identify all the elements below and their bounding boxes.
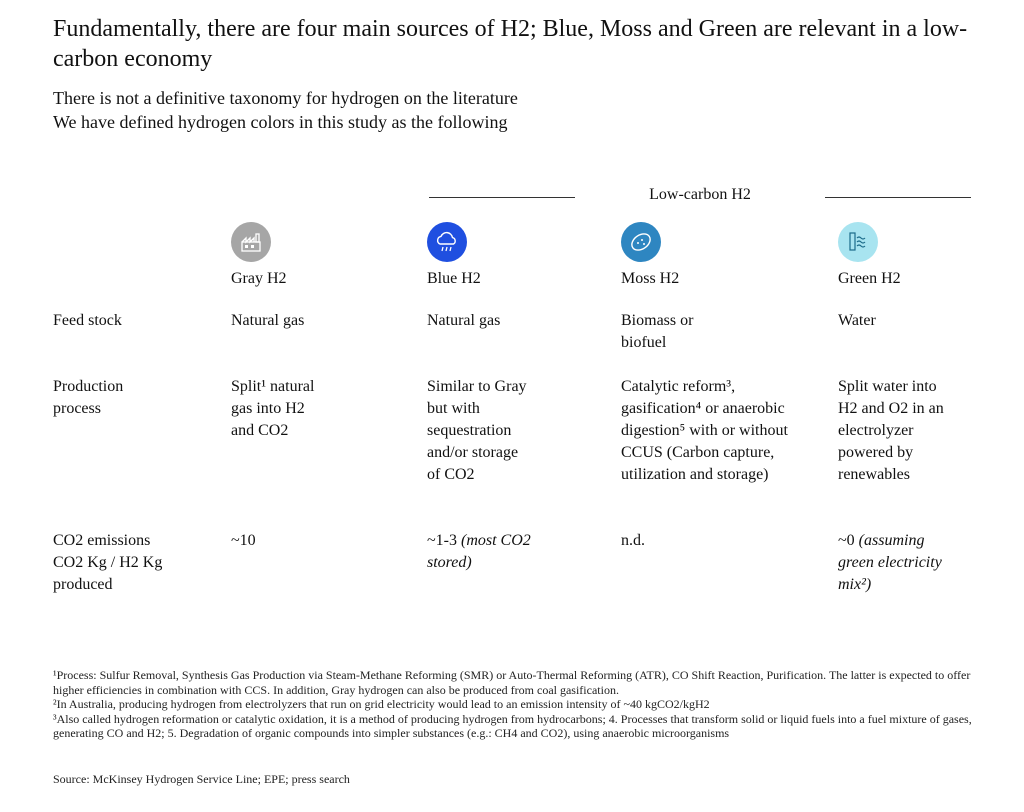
emissions-blue-value: ~1-3 — [427, 532, 457, 549]
cell-emissions-moss: n.d. — [621, 532, 645, 549]
subtitle-line: We have defined hydrogen colors in this … — [53, 112, 508, 132]
cell-process-moss: Catalytic reform³, gasification⁴ or anae… — [621, 378, 788, 483]
row-label-emissions: CO2 emissions CO2 Kg / H2 Kg produced — [53, 532, 163, 593]
column-header-gray: Gray H2 — [231, 270, 287, 287]
cell-emissions-green: ~0 (assuming green electricity mix²) — [838, 530, 1008, 596]
seed-icon — [621, 222, 661, 262]
column-header-blue: Blue H2 — [427, 270, 481, 287]
group-rule-left — [429, 197, 575, 198]
cell-feedstock-moss: Biomass or biofuel — [621, 312, 694, 351]
footnote: ¹Process: Sulfur Removal, Synthesis Gas … — [53, 668, 971, 697]
subtitle: There is not a definitive taxonomy for h… — [53, 86, 1003, 134]
cell-feedstock-green: Water — [838, 312, 876, 329]
group-rule-right — [825, 197, 971, 198]
cell-emissions-blue: ~1-3 (most CO2 stored) — [427, 530, 607, 574]
factory-icon — [231, 222, 271, 262]
cell-feedstock-gray: Natural gas — [231, 312, 305, 329]
column-header-moss: Moss H2 — [621, 270, 680, 287]
emissions-green-value: ~0 — [838, 532, 855, 549]
column-header-green: Green H2 — [838, 270, 901, 287]
cloud-rain-icon — [427, 222, 467, 262]
row-label-feedstock: Feed stock — [53, 312, 122, 329]
subtitle-line: There is not a definitive taxonomy for h… — [53, 88, 518, 108]
emissions-blue-note: (most CO2 stored) — [427, 532, 531, 571]
cell-feedstock-blue: Natural gas — [427, 312, 501, 329]
cell-process-blue: Similar to Gray but with sequestration a… — [427, 378, 527, 483]
cell-process-green: Split water into H2 and O2 in an electro… — [838, 378, 944, 483]
page-title: Fundamentally, there are four main sourc… — [53, 16, 968, 72]
group-label: Low-carbon H2 — [649, 186, 751, 203]
source-note: Source: McKinsey Hydrogen Service Line; … — [53, 772, 350, 786]
water-wave-icon — [838, 222, 878, 262]
footnote: ²In Australia, producing hydrogen from e… — [53, 697, 710, 711]
footnotes: ¹Process: Sulfur Removal, Synthesis Gas … — [53, 668, 983, 741]
footnote: ³Also called hydrogen reformation or cat… — [53, 711, 972, 741]
cell-emissions-gray: ~10 — [231, 532, 256, 549]
emissions-green-note: (assuming green electricity mix²) — [838, 532, 942, 593]
row-label-process: Production process — [53, 378, 124, 417]
cell-process-gray: Split¹ natural gas into H2 and CO2 — [231, 378, 315, 439]
